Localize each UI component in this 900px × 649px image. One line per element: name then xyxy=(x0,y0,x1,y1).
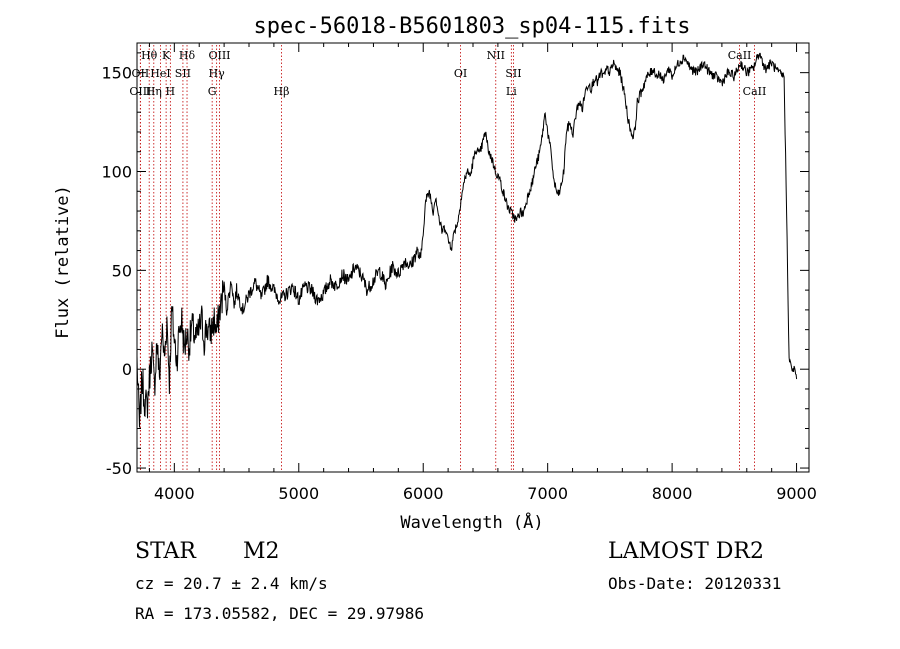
x-tick-label: 6000 xyxy=(403,484,444,503)
coordinates: RA = 173.05582, DEC = 29.97986 xyxy=(135,604,424,623)
x-tick-label: 5000 xyxy=(278,484,319,503)
spectral-line-label: HeI xyxy=(150,67,170,80)
y-tick-label: 50 xyxy=(112,261,132,280)
y-tick-label: 150 xyxy=(101,64,132,83)
x-tick-label: 7000 xyxy=(527,484,568,503)
redshift-cz: cz = 20.7 ± 2.4 km/s xyxy=(135,574,328,593)
y-tick-label: 100 xyxy=(101,163,132,182)
x-axis-label: Wavelength (Å) xyxy=(400,511,543,533)
spectral-line-label: Hβ xyxy=(274,85,290,98)
spectral-line-label: Hγ xyxy=(209,67,226,80)
axes-layer: 4000 5000 6000 7000 8000 9000 -50 0 50 100 150 xyxy=(101,42,817,503)
spectral-line-label: H xyxy=(166,85,176,98)
y-axis-label: Flux (relative) xyxy=(53,185,73,339)
spectral-line-label: G xyxy=(208,85,217,98)
survey-name: LAMOST DR2 xyxy=(608,539,764,564)
chart-title: spec-56018-B5601803_sp04-115.fits xyxy=(253,14,690,39)
x-tick-label: 8000 xyxy=(652,484,693,503)
object-class: STAR xyxy=(135,539,196,564)
spectral-line-label: OIII xyxy=(208,49,230,62)
spectral-line-label: SII xyxy=(175,67,191,80)
y-tick-label: 0 xyxy=(122,360,132,379)
object-subclass: M2 xyxy=(243,539,280,564)
spectrum-series-line xyxy=(136,52,798,428)
spectral-line-label: Hθ xyxy=(141,49,158,62)
plot-frame xyxy=(136,42,810,473)
spectral-line-label: K xyxy=(162,49,171,62)
spectral-line-label: OIII xyxy=(129,85,151,98)
spectral-line-label: SII xyxy=(505,67,521,80)
spectral-line-label: Hδ xyxy=(179,49,196,62)
y-tick-label: -50 xyxy=(106,459,132,478)
spectral-line-label: CaII xyxy=(728,49,752,62)
spectral-line-label: Li xyxy=(506,85,517,98)
x-tick-label: 4000 xyxy=(154,484,195,503)
obs-date: Obs-Date: 20120331 xyxy=(608,574,782,593)
spectral-line-label: NII xyxy=(487,49,505,62)
x-tick-label: 9000 xyxy=(776,484,817,503)
spectral-line-label: Hη xyxy=(146,85,162,98)
spectral-line-label: OI xyxy=(454,67,467,80)
spectral-line-label: CaII xyxy=(743,85,767,98)
